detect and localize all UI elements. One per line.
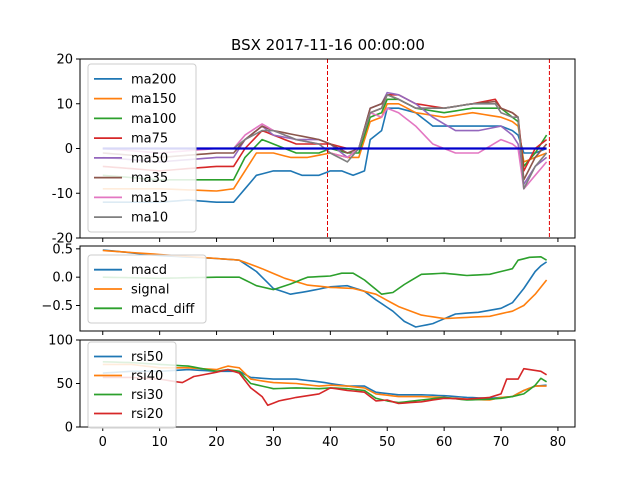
legend-label-rsi50: rsi50 [131,350,163,365]
legend-label-ma10: ma10 [131,211,168,226]
legend-label-ma100: ma100 [131,112,176,127]
legend-label-signal: signal [131,283,169,298]
legend-box [87,254,207,324]
legend-label-rsi40: rsi40 [131,369,163,384]
legend-box [87,341,177,429]
y-tick-label: -10 [52,187,73,202]
y-tick-label: 50 [56,377,73,392]
x-tick-label: 40 [322,435,339,450]
macd-panel: −0.5 0.0 0.5 macd signal macd_diff [41,242,576,335]
legend: rsi50 rsi40 rsi30 rsi20 [87,341,177,429]
moving-averages-panel: -20-1001020ma200ma150ma100ma75ma50ma35ma… [52,53,576,247]
series-group [102,361,548,407]
legend-label-macd_diff: macd_diff [131,302,195,317]
legend-box [87,63,197,233]
plot-frame [79,245,576,332]
legend-label-ma150: ma150 [131,92,176,107]
y-tick-label: 0 [65,142,73,157]
x-tick-label: 0 [99,435,107,450]
legend: macd signal macd_diff [87,254,207,324]
y-tick-label: 10 [56,97,73,112]
legend: ma200 ma150 ma100 ma75 ma50 ma35 ma15 ma10 [87,63,197,233]
legend-label-macd: macd [131,263,167,278]
legend-label-rsi20: rsi20 [131,407,163,422]
x-tick-label: 30 [265,435,282,450]
legend-label-rsi30: rsi30 [131,388,163,403]
y-tick-label: 20 [56,53,73,68]
legend-label-ma200: ma200 [131,72,176,87]
x-tick-label: 70 [493,435,510,450]
y-tick-label: -20 [52,232,73,247]
series-line-rsi20 [102,367,548,407]
legend-label-ma35: ma35 [131,171,168,186]
x-tick-label: 80 [550,435,567,450]
series-line-rsi50 [102,368,547,400]
x-tick-label: 60 [436,435,453,450]
legend-label-ma75: ma75 [131,132,168,147]
y-tick-label: 0.0 [52,271,73,286]
legend-label-ma15: ma15 [131,191,168,206]
legend-label-ma50: ma50 [131,151,168,166]
x-tick-label: 20 [208,435,225,450]
series-line-rsi30 [102,361,548,404]
y-tick-label: 0 [65,421,73,436]
y-tick-label: 0.5 [52,242,73,257]
chart-title: BSX 2017-11-16 00:00:00 [231,36,425,54]
y-tick-label: −0.5 [41,299,73,314]
y-tick-label: 100 [48,334,73,349]
x-tick-label: 10 [151,435,168,450]
x-tick-label: 50 [379,435,396,450]
